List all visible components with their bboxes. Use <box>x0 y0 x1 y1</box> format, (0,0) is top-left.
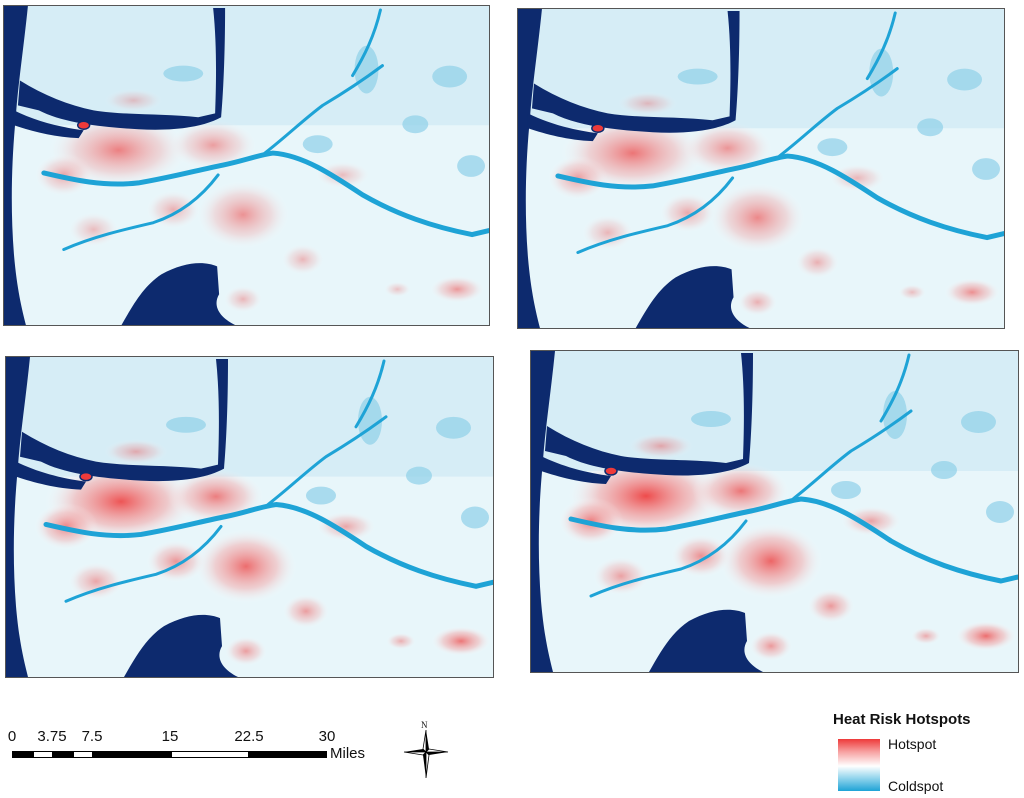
scale-units-label: Miles <box>330 745 366 762</box>
north-label: N <box>421 720 428 730</box>
scale-bar: 0 3.75 7.5 15 22.5 30 Miles <box>0 720 400 780</box>
scale-bar-segment <box>33 751 53 758</box>
map-panel-3 <box>5 356 494 678</box>
legend-title: Heat Risk Hotspots <box>833 711 971 728</box>
scale-tick-label: 22.5 <box>234 728 264 745</box>
scale-tick-label: 3.75 <box>37 728 67 745</box>
scale-tick-label: 7.5 <box>81 728 103 745</box>
scale-bar-segment <box>53 751 73 758</box>
legend-coldspot-label: Coldspot <box>888 778 944 794</box>
legend-hotspot-label: Hotspot <box>888 736 937 752</box>
north-arrow: N <box>403 720 449 780</box>
legend-color-ramp <box>838 739 880 791</box>
legend: Heat Risk Hotspots Hotspot Coldspot <box>830 706 1020 794</box>
scale-tick-label: 15 <box>161 728 179 745</box>
scale-bar-segment <box>171 751 249 758</box>
scale-bar-segment <box>12 751 33 758</box>
scale-tick-label: 0 <box>7 728 17 745</box>
scale-bar-segment <box>73 751 93 758</box>
compass-rose-icon <box>403 729 449 779</box>
map-panel-1 <box>3 5 490 326</box>
scale-bar-segment <box>93 751 171 758</box>
map-panel-4 <box>530 350 1019 673</box>
map-panel-2 <box>517 8 1005 329</box>
scale-tick-label: 30 <box>318 728 336 745</box>
scale-bar-segment <box>249 751 327 758</box>
